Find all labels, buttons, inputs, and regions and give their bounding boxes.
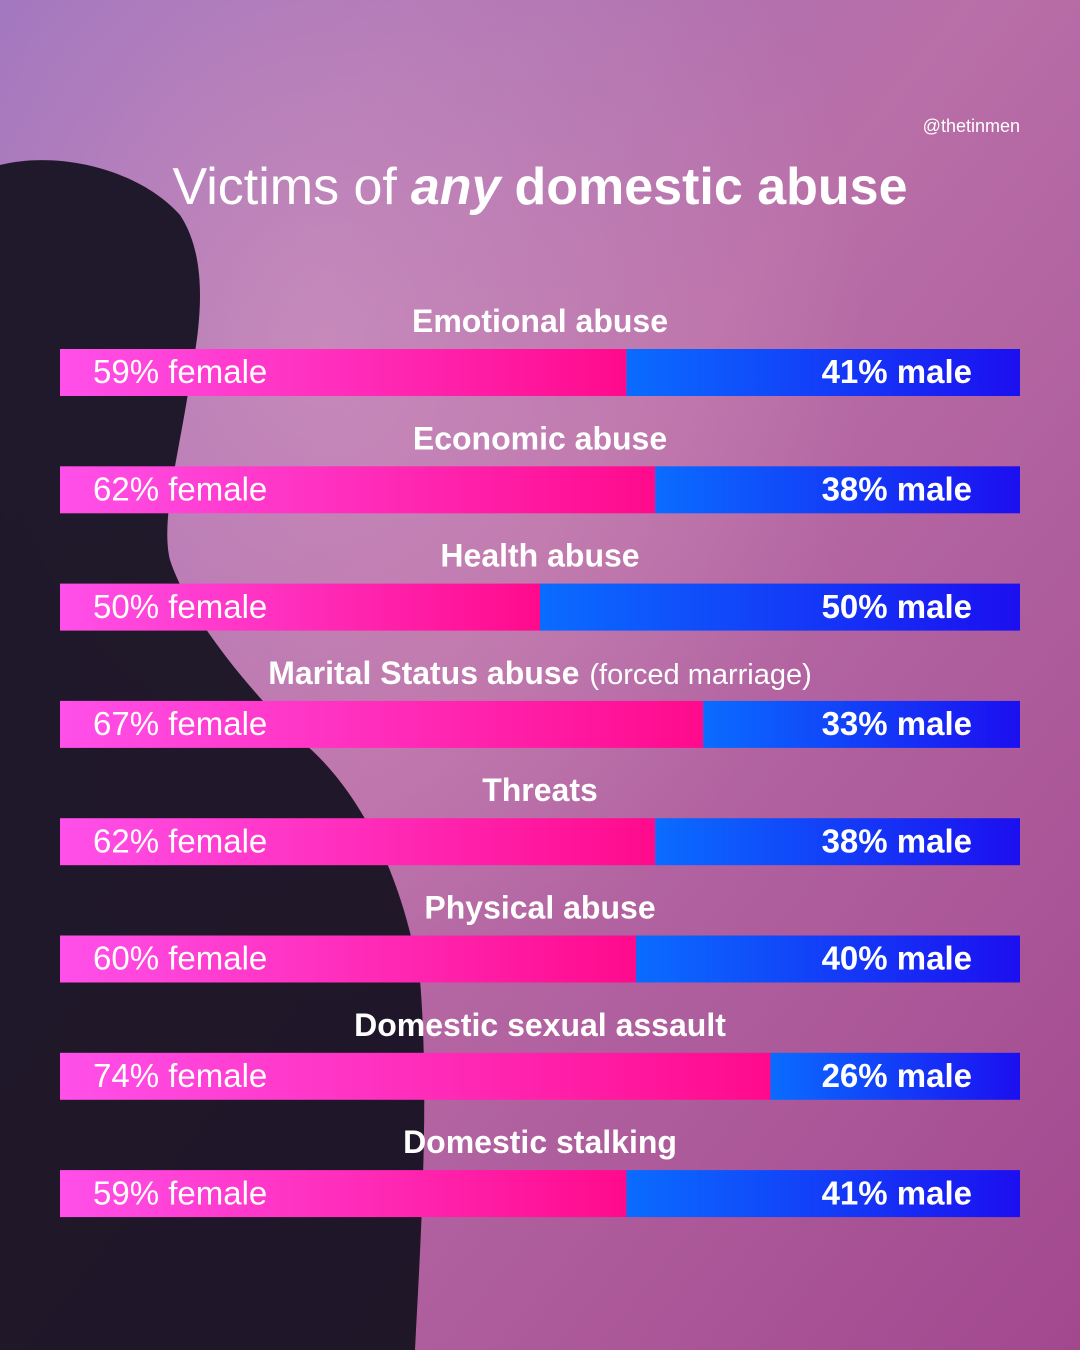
bar-segment — [60, 700, 704, 748]
category-name: Marital Status abuse — [268, 655, 579, 691]
value-label: 67% female — [93, 705, 267, 742]
category-label: Physical abuse — [424, 890, 655, 926]
value-label: 41% male — [822, 353, 972, 390]
category-label: Domestic sexual assault — [354, 1007, 726, 1043]
category-name: Threats — [482, 773, 598, 809]
category-name: Physical abuse — [424, 890, 655, 926]
category-label: Threats — [482, 773, 598, 809]
category-label: Marital Status abuse (forced marriage) — [268, 655, 812, 691]
bar-segment — [703, 700, 1020, 748]
category-label: Domestic stalking — [403, 1125, 677, 1161]
bar-segment — [60, 818, 656, 866]
value-label: 62% female — [93, 822, 267, 859]
value-label: 62% female — [93, 471, 267, 508]
bar-segment — [770, 1052, 1020, 1100]
bar-segment — [655, 466, 1020, 514]
value-label: 60% female — [93, 940, 267, 977]
title-part: Victims of — [172, 158, 397, 216]
title-part: domestic abuse — [515, 158, 908, 216]
bar-segment — [60, 349, 627, 396]
bar-segment — [626, 349, 1020, 396]
category-label: Health abuse — [440, 538, 639, 574]
value-label: 40% male — [822, 940, 972, 977]
category-name: Health abuse — [440, 538, 639, 574]
value-label: 59% female — [93, 1174, 267, 1211]
value-label: 41% male — [822, 1174, 972, 1211]
bar-segment — [636, 935, 1020, 983]
value-label: 26% male — [822, 1057, 972, 1094]
category-name: Economic abuse — [413, 421, 667, 457]
bar-segment — [655, 818, 1020, 866]
bar-segment — [540, 583, 1020, 631]
bar-segment — [60, 935, 636, 983]
title-part: any — [411, 158, 504, 216]
value-label: 74% female — [93, 1057, 267, 1094]
credit: @thetinmen — [923, 116, 1020, 136]
category-name: Emotional abuse — [412, 303, 668, 339]
category-note: (forced marriage) — [589, 659, 811, 691]
value-label: 59% female — [93, 353, 267, 390]
silhouette — [0, 160, 425, 1350]
value-label: 50% male — [822, 588, 972, 625]
category-name: Domestic stalking — [403, 1125, 677, 1161]
value-label: 38% male — [822, 822, 972, 859]
value-label: 33% male — [822, 705, 972, 742]
category-label: Economic abuse — [413, 421, 667, 457]
bar-segment — [60, 466, 656, 514]
category-name: Domestic sexual assault — [354, 1007, 726, 1043]
chart-title: Victims of any domestic abuse — [172, 158, 907, 216]
category-label: Emotional abuse — [412, 303, 668, 339]
value-label: 50% female — [93, 588, 267, 625]
bar-segment — [626, 1170, 1020, 1218]
bar-segment — [60, 1052, 771, 1100]
bar-segment — [60, 583, 540, 631]
bar-segment — [60, 1170, 627, 1218]
value-label: 38% male — [822, 471, 972, 508]
